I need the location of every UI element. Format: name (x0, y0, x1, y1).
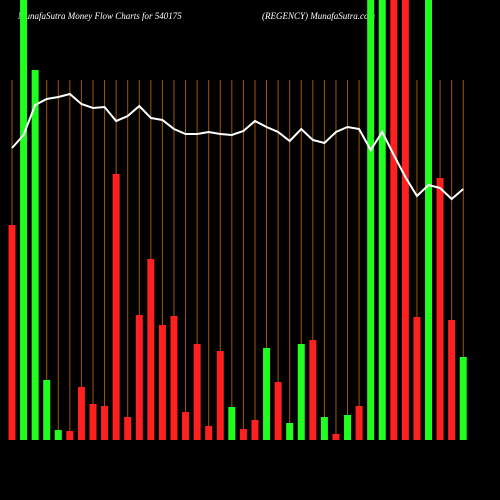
bar (112, 174, 120, 440)
bar (182, 412, 190, 440)
bar (390, 0, 398, 440)
bar (401, 0, 409, 440)
chart-subtitle: (REGENCY) MunafaSutra.com (262, 11, 375, 21)
bar (216, 351, 224, 440)
bar (309, 340, 317, 440)
bar (459, 357, 467, 440)
bar (251, 420, 259, 440)
bar (378, 0, 386, 440)
bar (54, 430, 62, 440)
bar (31, 70, 39, 440)
bar (135, 315, 143, 440)
bar (20, 0, 28, 440)
bar (274, 382, 282, 440)
bar (147, 259, 155, 440)
bar (170, 316, 178, 440)
bar (413, 317, 421, 440)
bar (448, 320, 456, 440)
bar (320, 417, 328, 440)
bar (297, 344, 305, 440)
bar (124, 417, 132, 440)
line (11, 92, 464, 201)
bar (239, 429, 247, 440)
bar (263, 348, 271, 440)
bar (425, 0, 433, 440)
bar (66, 431, 74, 440)
bar (367, 0, 375, 440)
bar (436, 178, 444, 440)
bar (43, 380, 51, 440)
bar (344, 415, 352, 440)
bar (355, 406, 363, 440)
bar (8, 225, 16, 440)
bar (89, 404, 97, 440)
bar (286, 423, 294, 440)
bar (158, 325, 166, 440)
bar (193, 344, 201, 440)
bar (228, 407, 236, 440)
bar (77, 387, 85, 440)
chart-title: MunafaSutra Money Flow Charts for 540175 (17, 11, 182, 21)
bar (332, 434, 340, 440)
bar (205, 426, 213, 440)
bar (101, 406, 109, 440)
